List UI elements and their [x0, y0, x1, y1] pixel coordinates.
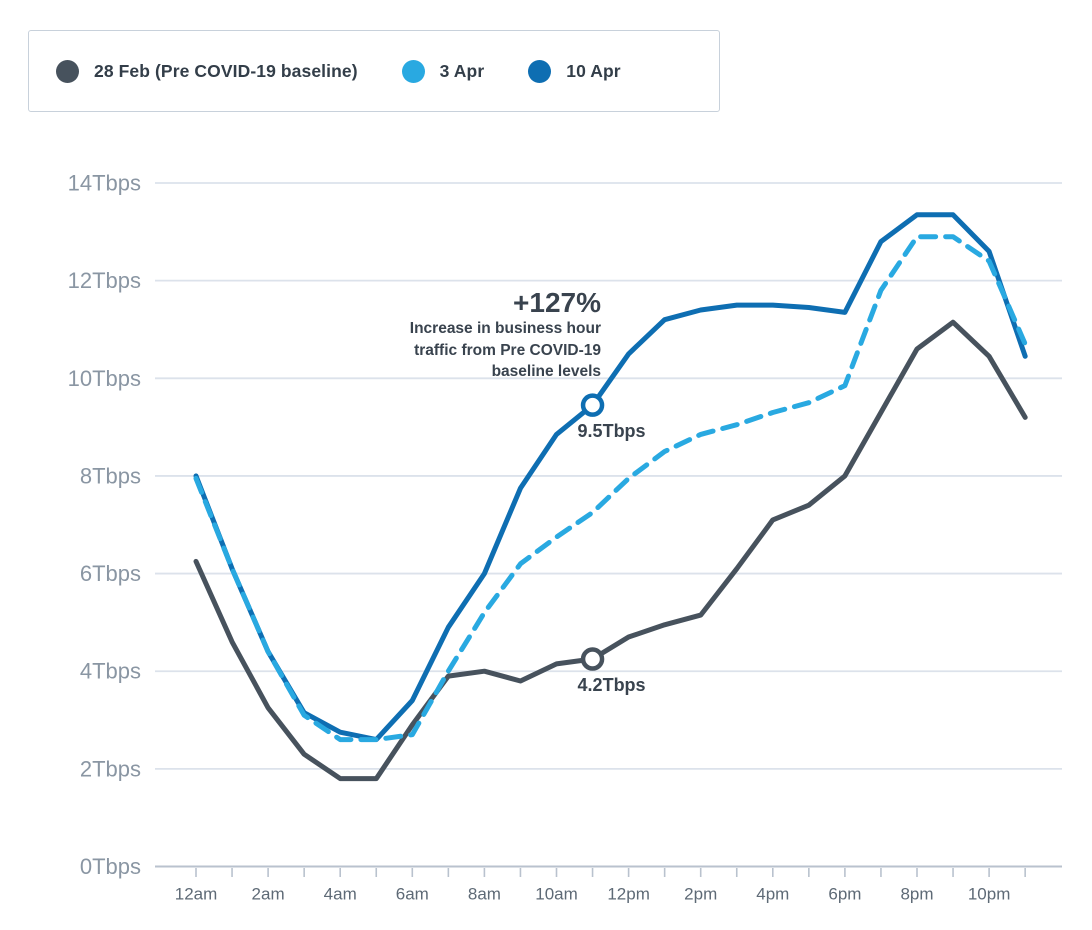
x-tick-label-12am: 12am — [175, 885, 218, 904]
x-tick-label-8pm: 8pm — [900, 885, 933, 904]
data-point-marker-9.5Tbps — [580, 393, 605, 417]
x-tick-label-6am: 6am — [396, 885, 429, 904]
series-swatch-28-feb-icon — [56, 59, 79, 83]
legend-label-28-feb: 28 Feb (Pre COVID-19 baseline) — [94, 60, 358, 81]
legend-item-28-feb: 28 Feb (Pre COVID-19 baseline) — [56, 59, 358, 83]
y-tick-label-10tbps: 10Tbps — [68, 366, 141, 391]
x-tick-label-10pm: 10pm — [968, 885, 1011, 904]
x-tick-label-2pm: 2pm — [684, 885, 717, 904]
data-point-marker-4.2Tbps — [580, 647, 605, 671]
legend-label-10-apr: 10 Apr — [566, 60, 621, 81]
series-line-3-apr — [193, 234, 1028, 743]
series-line-28-feb — [193, 319, 1028, 782]
x-tick-label-6pm: 6pm — [828, 885, 861, 904]
callout-9-5tbps: 9.5Tbps — [577, 421, 646, 442]
annotation-line-1: Increase in business hour — [409, 320, 601, 337]
x-tick-label-10am: 10am — [535, 885, 578, 904]
annotation-headline: +127% — [513, 287, 601, 318]
chart-legend: 28 Feb (Pre COVID-19 baseline) 3 Apr 10 … — [28, 30, 720, 112]
x-tick-label-4am: 4am — [324, 885, 357, 904]
y-tick-label-4tbps: 4Tbps — [80, 659, 141, 684]
x-tick-label-12pm: 12pm — [607, 885, 650, 904]
series-line-10-apr — [193, 212, 1028, 743]
legend-item-3-apr: 3 Apr — [401, 59, 485, 83]
legend-item-10-apr: 10 Apr — [528, 59, 621, 83]
annotation-line-3: baseline levels — [491, 363, 601, 380]
annotation-increase: +127% Increase in business hour traffic … — [410, 288, 601, 383]
x-tick-label-4pm: 4pm — [756, 885, 789, 904]
y-tick-label-0tbps: 0Tbps — [80, 854, 141, 879]
x-tick-label-2am: 2am — [252, 885, 285, 904]
y-tick-label-12tbps: 12Tbps — [68, 268, 141, 293]
series-swatch-3-apr-icon — [401, 59, 425, 83]
callout-4-2tbps: 4.2Tbps — [577, 675, 646, 695]
y-tick-label-14tbps: 14Tbps — [68, 171, 141, 196]
y-tick-label-6tbps: 6Tbps — [80, 561, 141, 586]
legend-label-3-apr: 3 Apr — [439, 60, 485, 81]
y-tick-label-8tbps: 8Tbps — [80, 463, 141, 488]
x-tick-label-8am: 8am — [468, 885, 501, 904]
series-swatch-10-apr-icon — [528, 59, 552, 83]
annotation-line-2: traffic from Pre COVID-19 — [414, 341, 601, 359]
y-tick-label-2tbps: 2Tbps — [80, 756, 141, 781]
